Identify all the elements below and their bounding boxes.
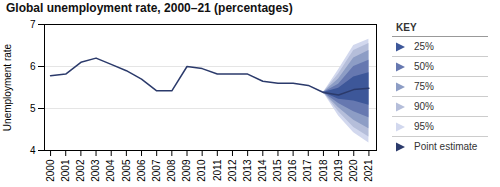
svg-text:2010: 2010: [196, 159, 207, 182]
svg-text:2018: 2018: [318, 159, 329, 182]
svg-text:2002: 2002: [75, 159, 86, 182]
svg-text:2019: 2019: [333, 159, 344, 182]
svg-text:2004: 2004: [105, 159, 116, 182]
html-text:50%: 50%: [414, 61, 434, 72]
svg-text:Unemployment rate: Unemployment rate: [2, 43, 13, 131]
html-text:KEY: KEY: [396, 22, 417, 33]
svg-text:2006: 2006: [136, 159, 147, 182]
svg-text:2020: 2020: [348, 159, 359, 182]
svg-text:4: 4: [30, 145, 36, 156]
html-text:Point estimate: Point estimate: [414, 141, 478, 152]
html-text:Global unemployment rate, 2000: Global unemployment rate, 2000–21 (perce…: [6, 1, 293, 15]
svg-text:2008: 2008: [166, 159, 177, 182]
svg-text:2007: 2007: [151, 159, 162, 182]
svg-text:2013: 2013: [242, 159, 253, 182]
svg-text:2014: 2014: [257, 159, 268, 182]
svg-text:2015: 2015: [272, 159, 283, 182]
svg-text:2021: 2021: [363, 159, 374, 182]
svg-text:2009: 2009: [181, 159, 192, 182]
html-text:75%: 75%: [414, 81, 434, 92]
svg-text:2005: 2005: [121, 159, 132, 182]
svg-text:7: 7: [30, 19, 36, 30]
svg-text:2017: 2017: [302, 159, 313, 182]
svg-text:2001: 2001: [60, 159, 71, 182]
html-text:25%: 25%: [414, 41, 434, 52]
svg-text:2003: 2003: [90, 159, 101, 182]
svg-text:5: 5: [30, 103, 36, 114]
svg-text:2012: 2012: [227, 159, 238, 182]
html-text:95%: 95%: [414, 121, 434, 132]
svg-text:6: 6: [30, 61, 36, 72]
svg-text:2000: 2000: [45, 159, 56, 182]
svg-text:2011: 2011: [212, 159, 223, 181]
svg-text:2016: 2016: [287, 159, 298, 182]
html-text:90%: 90%: [414, 101, 434, 112]
